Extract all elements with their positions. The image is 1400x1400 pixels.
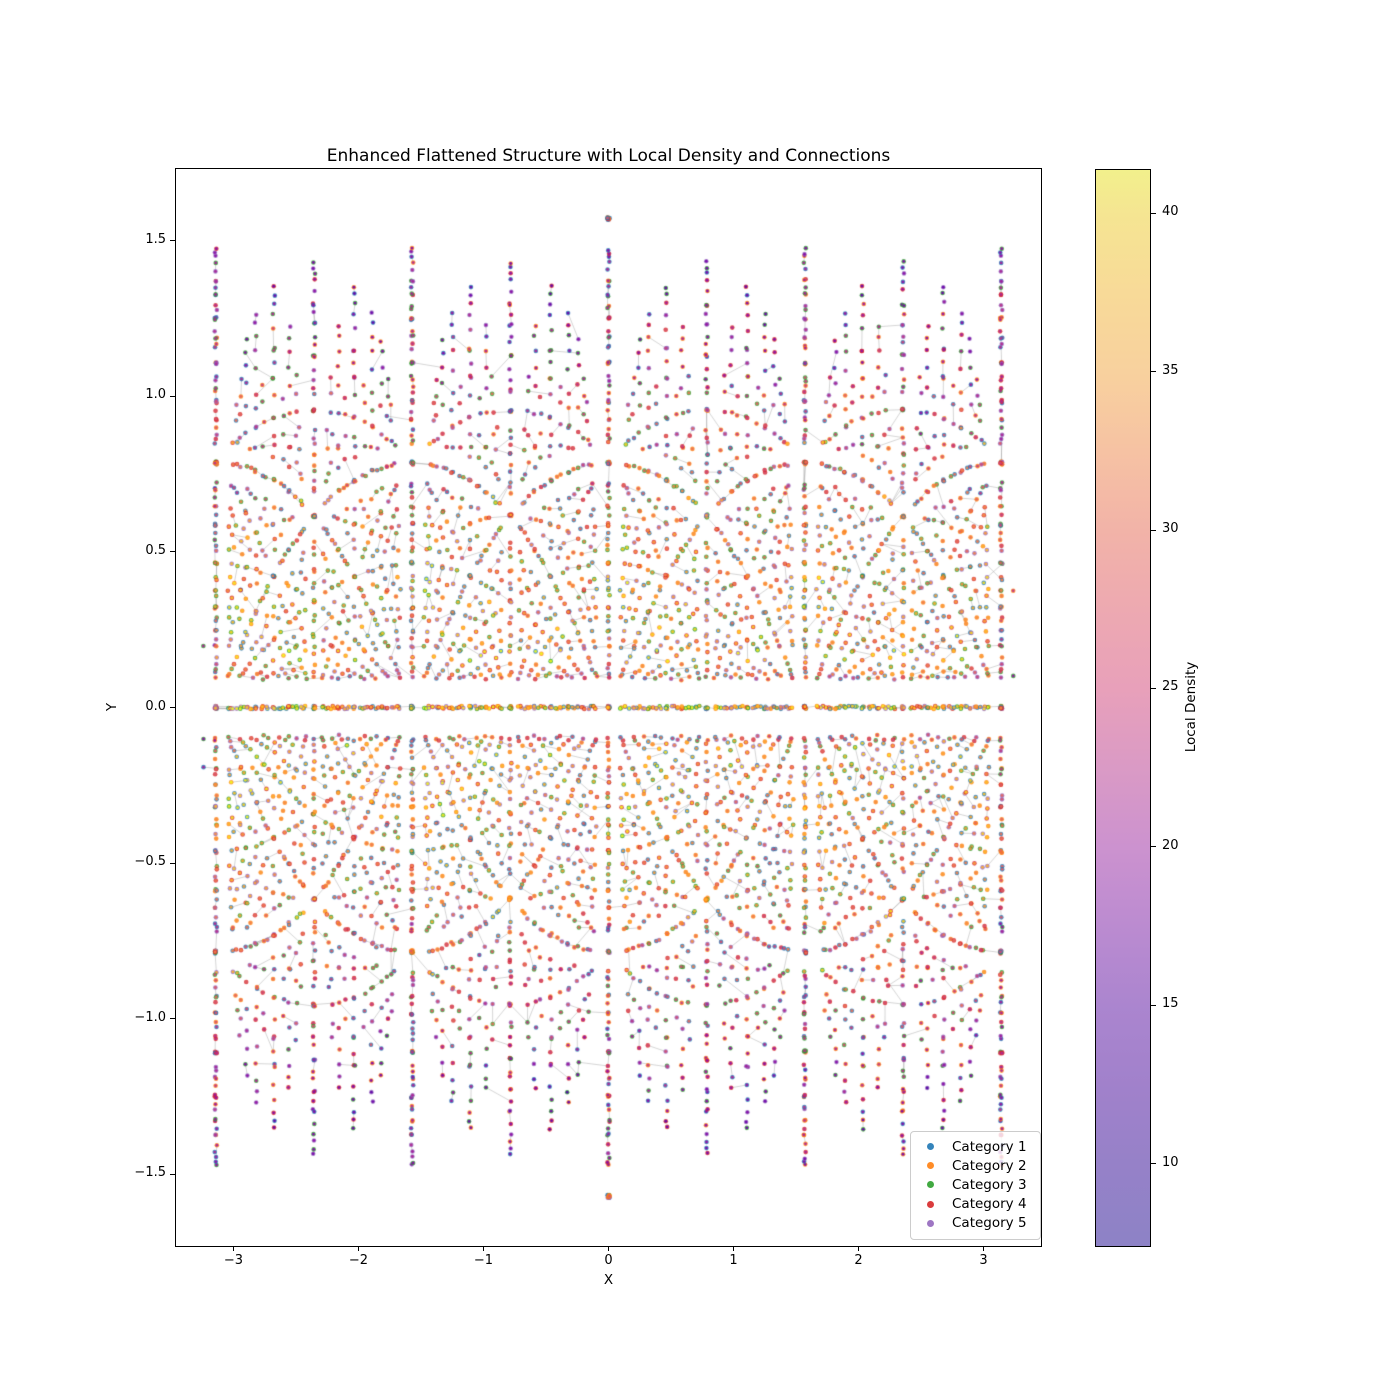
y-tick-label: −1.0 bbox=[134, 1009, 166, 1025]
colorbar-tick-label: 10 bbox=[1162, 1154, 1179, 1170]
colorbar-tick-label: 20 bbox=[1162, 837, 1179, 853]
y-tick-mark bbox=[170, 551, 175, 553]
y-tick-label: 0.5 bbox=[145, 542, 166, 558]
legend: Category 1 Category 2 Category 3 Category 4… bbox=[910, 1131, 1041, 1240]
plot-area bbox=[175, 168, 1042, 1247]
legend-marker-icon bbox=[927, 1219, 934, 1227]
legend-entry-label: Category 3 bbox=[952, 1176, 1027, 1193]
colorbar-tick-mark bbox=[1151, 1004, 1156, 1006]
legend-marker-icon bbox=[927, 1200, 934, 1208]
scatter-canvas bbox=[176, 169, 1041, 1246]
colorbar-tick-mark bbox=[1151, 212, 1156, 214]
y-tick-label: −0.5 bbox=[134, 854, 166, 870]
colorbar-tick-label: 25 bbox=[1162, 679, 1179, 695]
legend-entry: Category 2 bbox=[911, 1156, 1040, 1175]
colorbar-label: Local Density bbox=[1183, 661, 1199, 753]
x-tick-mark bbox=[232, 1246, 235, 1251]
x-tick-label: 0 bbox=[604, 1253, 613, 1268]
legend-entry: Category 4 bbox=[911, 1195, 1040, 1214]
colorbar-gradient bbox=[1096, 170, 1150, 1246]
legend-entry: Category 1 bbox=[911, 1137, 1040, 1156]
legend-entry: Category 5 bbox=[911, 1214, 1040, 1233]
colorbar-tick-mark bbox=[1151, 529, 1156, 531]
colorbar-tick-label: 40 bbox=[1162, 204, 1179, 220]
legend-entry-label: Category 4 bbox=[952, 1196, 1027, 1213]
y-tick-mark bbox=[170, 862, 175, 864]
colorbar-tick-label: 15 bbox=[1162, 996, 1179, 1012]
colorbar-tick-mark bbox=[1151, 1163, 1156, 1165]
colorbar-tick-mark bbox=[1151, 846, 1156, 848]
colorbar-tick-mark bbox=[1151, 687, 1156, 690]
x-tick-label: 2 bbox=[854, 1253, 863, 1268]
legend-entry: Category 3 bbox=[911, 1175, 1040, 1194]
legend-entry-label: Category 2 bbox=[952, 1157, 1027, 1174]
x-tick-label: −3 bbox=[223, 1253, 244, 1268]
legend-marker-icon bbox=[927, 1162, 934, 1170]
legend-entry-label: Category 5 bbox=[952, 1215, 1027, 1232]
chart-title: Enhanced Flattened Structure with Local … bbox=[326, 146, 891, 166]
y-tick-label: 1.0 bbox=[145, 387, 166, 403]
x-tick-label: −1 bbox=[473, 1253, 494, 1268]
colorbar bbox=[1095, 169, 1151, 1247]
x-tick-label: 1 bbox=[729, 1253, 738, 1268]
legend-entry-label: Category 1 bbox=[952, 1138, 1027, 1155]
colorbar-tick-mark bbox=[1151, 371, 1156, 373]
y-tick-mark bbox=[170, 1173, 175, 1175]
y-tick-mark bbox=[170, 706, 175, 709]
colorbar-tick-label: 35 bbox=[1162, 362, 1179, 378]
y-tick-label: 1.5 bbox=[145, 231, 166, 247]
x-tick-mark bbox=[357, 1246, 360, 1251]
x-axis-label: X bbox=[603, 1272, 614, 1288]
y-tick-mark bbox=[170, 395, 175, 397]
y-tick-mark bbox=[170, 239, 175, 242]
x-tick-label: −2 bbox=[348, 1253, 369, 1268]
x-tick-mark bbox=[732, 1246, 735, 1251]
x-tick-label: 3 bbox=[979, 1253, 988, 1268]
x-tick-mark bbox=[857, 1246, 860, 1251]
legend-marker-icon bbox=[927, 1181, 934, 1189]
x-tick-mark bbox=[982, 1246, 985, 1251]
y-tick-label: 0.0 bbox=[145, 698, 166, 714]
x-tick-mark bbox=[482, 1246, 485, 1251]
y-tick-mark bbox=[170, 1018, 175, 1020]
y-tick-label: −1.5 bbox=[134, 1165, 166, 1181]
x-tick-mark bbox=[607, 1246, 610, 1251]
legend-marker-icon bbox=[927, 1143, 934, 1151]
colorbar-tick-label: 30 bbox=[1162, 521, 1179, 537]
